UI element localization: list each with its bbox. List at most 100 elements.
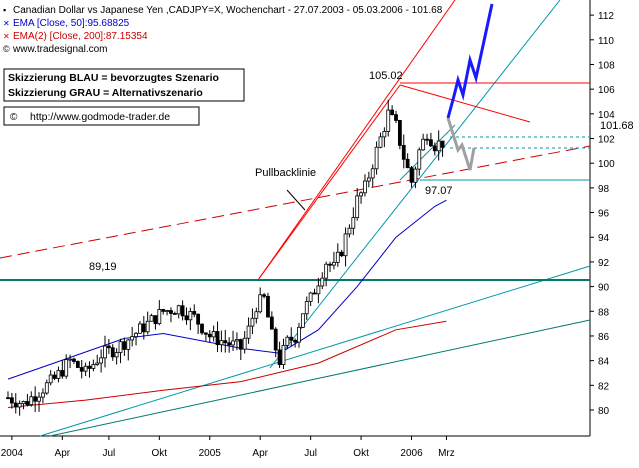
low-label: 97.07 — [425, 185, 453, 197]
candle-body — [227, 342, 232, 346]
y-tick-label: 110 — [598, 36, 614, 47]
scenario-legend-blue: Skizzierung BLAU = bevorzugtes Szenario — [8, 72, 219, 84]
candle-body — [176, 305, 181, 315]
candle-body — [273, 328, 278, 351]
candle-body — [266, 295, 270, 318]
chart-icon: ▪ — [3, 5, 6, 15]
candle-body — [153, 315, 158, 325]
x-tick-label: 2004 — [1, 448, 24, 459]
candle-body — [103, 345, 107, 359]
candle-body — [394, 114, 398, 121]
candle-body — [172, 313, 177, 315]
candle-body — [6, 397, 10, 400]
y-axis-ticks: 80 82 84 86 88 90 92 94 96 98 100 102 104 106 108 110 11… — [590, 11, 615, 417]
y-tick-label: 100 — [598, 159, 615, 170]
candle-body — [165, 310, 169, 312]
y-tick-label: 98 — [598, 184, 610, 195]
url-text: http://www.godmode-trader.de — [30, 111, 170, 123]
x-tick-label: 2006 — [400, 448, 423, 459]
candle-body — [297, 326, 301, 343]
candle-body — [9, 397, 14, 404]
y-tick-label: 84 — [598, 357, 610, 368]
candle-body — [366, 177, 371, 182]
candle-body — [41, 392, 45, 398]
candle-body — [200, 323, 204, 334]
candle-body — [281, 344, 286, 365]
candle-body — [60, 370, 65, 377]
price-candles — [6, 99, 445, 416]
candle-body — [413, 168, 418, 183]
candle-body — [429, 139, 433, 147]
candle-body — [370, 168, 375, 179]
candle-body — [122, 341, 127, 350]
y-tick-label: 88 — [598, 307, 610, 318]
candle-body — [223, 340, 228, 344]
ema50-legend: EMA [Close, 50]:95.68825 — [13, 18, 130, 29]
candle-body — [157, 309, 162, 325]
ema200-icon: ✕ — [3, 32, 10, 41]
candle-body — [277, 349, 282, 365]
high-label: 105.02 — [369, 70, 403, 82]
pullback-label: Pullbacklinie — [255, 167, 316, 179]
candle-body — [425, 138, 429, 141]
candle-body — [316, 285, 321, 295]
y-tick-label: 106 — [598, 85, 615, 96]
candle-body — [397, 120, 402, 146]
candle-body — [390, 109, 395, 116]
y-tick-label: 102 — [598, 135, 615, 146]
ema50-icon: ✕ — [3, 19, 10, 28]
candle-body — [320, 277, 325, 287]
candle-body — [432, 145, 437, 152]
y-tick-label: 92 — [598, 258, 610, 269]
candle-body — [91, 364, 96, 369]
candle-body — [231, 340, 235, 346]
blue-scenario-sketch — [446, 3, 494, 119]
candle-body — [106, 345, 111, 349]
candle-body — [17, 403, 22, 408]
candle-body — [215, 331, 220, 346]
candle-body — [351, 217, 356, 229]
y-tick-label: 96 — [598, 209, 610, 220]
candle-body — [417, 149, 422, 170]
candle-body — [359, 192, 363, 197]
y-tick-label: 112 — [598, 11, 614, 22]
candle-body — [378, 136, 383, 148]
x-tick-label: 2005 — [199, 448, 222, 459]
candle-body — [219, 340, 224, 346]
candle-body — [308, 292, 313, 302]
candle-body — [207, 333, 212, 338]
x-tick-label: Apr — [252, 448, 268, 459]
candle-body — [262, 294, 266, 297]
candle-body — [126, 339, 131, 350]
candle-body — [37, 396, 41, 402]
y-tick-label: 94 — [598, 233, 610, 244]
candle-body — [347, 227, 352, 235]
candle-body — [285, 336, 290, 346]
candle-body — [87, 365, 92, 369]
last-price-label: 101.68 — [600, 120, 634, 132]
candle-body — [304, 301, 309, 315]
candle-body — [355, 195, 360, 219]
candle-body — [192, 311, 197, 315]
candle-body — [169, 310, 173, 314]
candle-body — [363, 180, 367, 194]
candle-body — [242, 337, 247, 350]
y-tick-label: 80 — [598, 406, 610, 417]
channel-upper-line — [257, 0, 456, 281]
candle-body — [29, 396, 34, 406]
candle-body — [339, 251, 344, 257]
x-tick-label: Jul — [304, 448, 317, 459]
candle-body — [130, 336, 135, 341]
candle-body — [64, 359, 69, 377]
candle-body — [72, 358, 76, 362]
level-89-label: 89,19 — [89, 261, 117, 273]
candle-body — [134, 332, 138, 338]
y-tick-label: 86 — [598, 332, 610, 343]
candle-body — [211, 331, 216, 338]
x-tick-label: Apr — [55, 448, 71, 459]
website-label: www.tradesignal.com — [12, 44, 107, 55]
candle-body — [48, 374, 53, 384]
candle-body — [382, 131, 387, 138]
